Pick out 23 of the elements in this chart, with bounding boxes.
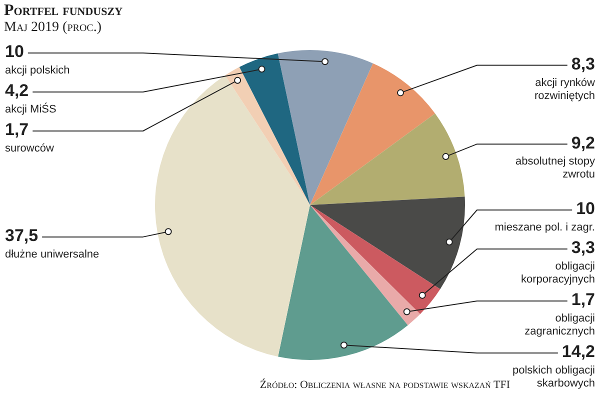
data-label: 10 bbox=[576, 199, 595, 218]
slice-label: akcji rynków rozwiniętych bbox=[534, 76, 596, 102]
text: Źródło: Obliczenia własne na podstawie wskazań TFI bbox=[260, 379, 510, 391]
data-label: 3,3 bbox=[571, 238, 595, 258]
data-label: 37,5 bbox=[5, 226, 38, 246]
data-label: 8,3 bbox=[571, 54, 595, 74]
data-label: 14,2 bbox=[562, 342, 595, 362]
slice-label: absolutnej stopy zwrotu bbox=[516, 156, 596, 181]
slice-label: dłużne uniwersalne bbox=[5, 248, 100, 260]
slice-label: obligacji zagranicznych bbox=[524, 312, 595, 338]
slice-label: akcji polskich bbox=[5, 64, 70, 77]
data-label: 1,7 bbox=[571, 290, 595, 310]
slice-label: akcji MiŚS bbox=[5, 102, 56, 116]
chart-subtitle: Maj 2019 (proc.) bbox=[4, 20, 102, 36]
data-label: 1,7 bbox=[5, 120, 29, 140]
slice-label: polskich obligacji skarbowych bbox=[512, 364, 595, 390]
data-label: 4,2 bbox=[5, 81, 29, 100]
slice-label: mieszane pol. i zagr. bbox=[494, 222, 595, 234]
data-label: 9,2 bbox=[571, 133, 595, 152]
slice-label: surowców bbox=[5, 142, 54, 155]
slice-label: obligacji korporacyjnych bbox=[521, 260, 595, 286]
chart-title: Portfel funduszy bbox=[4, 2, 123, 20]
data-label: 10 bbox=[5, 42, 24, 62]
